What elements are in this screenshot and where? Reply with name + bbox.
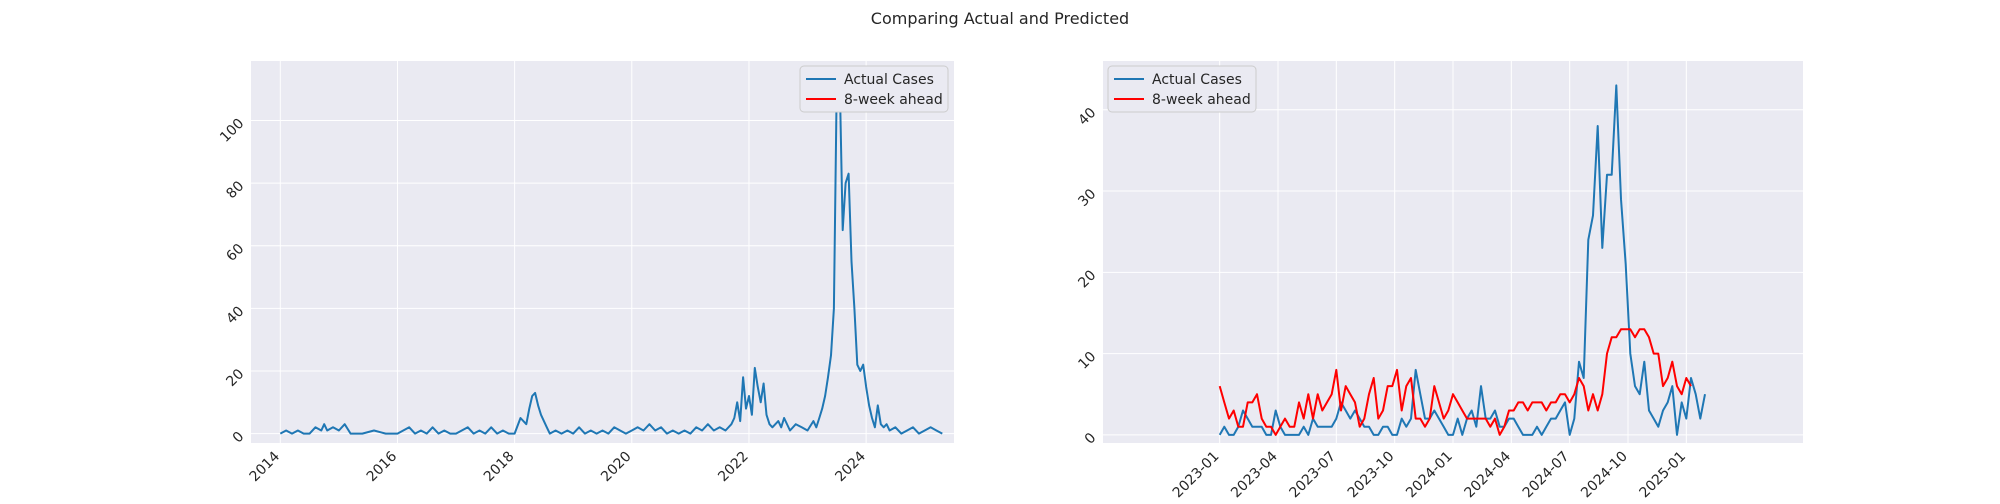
y-tick-label: 0: [1082, 430, 1100, 448]
legend-label-predicted: 8-week ahead: [844, 92, 943, 108]
legend: Actual Cases 8-week ahead: [1107, 65, 1257, 113]
x-tick-label: 2024: [832, 448, 869, 485]
y-tick-label: 20: [223, 366, 247, 390]
x-tick-label: 2024-07: [1520, 449, 1573, 500]
legend-label-actual: Actual Cases: [1152, 72, 1242, 88]
series-actual-cases-line: [1218, 84, 1706, 436]
x-tick-label: 2020: [598, 449, 635, 486]
y-tick-label: 10: [1075, 349, 1099, 373]
legend-box: [1107, 65, 1257, 113]
legend-label-predicted: 8-week ahead: [1152, 92, 1251, 108]
x-tick-label: 2023-07: [1286, 449, 1339, 500]
x-tick-label: 2025-01: [1636, 449, 1689, 500]
series-8-week-ahead-line: [1218, 328, 1692, 436]
legend-label-actual: Actual Cases: [844, 72, 934, 88]
x-tick-label: 2018: [481, 449, 518, 486]
x-tick-label: 2024-10: [1578, 449, 1631, 500]
y-tick-label: 60: [223, 241, 247, 265]
y-tick-label: 80: [223, 178, 247, 202]
x-tick-label: 2024-04: [1461, 448, 1514, 500]
legend: Actual Cases 8-week ahead: [799, 65, 949, 113]
x-tick-label: 2023-10: [1345, 449, 1398, 500]
x-tick-label: 2023-01: [1170, 449, 1223, 500]
x-tick-label: 2023-04: [1228, 448, 1281, 500]
plot-area: [251, 61, 954, 443]
y-tick-label: 20: [1075, 267, 1099, 291]
x-tick-label: 2024-01: [1403, 449, 1456, 500]
y-tick-label: 0: [230, 429, 248, 447]
y-tick-label: 100: [217, 116, 247, 146]
y-tick-label: 40: [1075, 105, 1099, 129]
x-tick-label: 2022: [715, 449, 752, 486]
figure-title: Comparing Actual and Predicted: [871, 9, 1129, 28]
chart-panel-recent: 2023-01 2023-04 2023-07 2023-10 2024-01 2024-…: [1075, 61, 1803, 501]
y-tick-label: 40: [223, 303, 247, 327]
y-tick-label: 30: [1075, 186, 1099, 210]
chart-panel-full-history: 2014 2016 2018 2020 2022 2024 0 20 40 60 80 100 Ac…: [217, 61, 954, 485]
x-tick-label: 2016: [364, 448, 401, 485]
series-actual-cases-line: [279, 78, 943, 435]
x-tick-label: 2014: [247, 448, 284, 485]
legend-box: [799, 65, 949, 113]
